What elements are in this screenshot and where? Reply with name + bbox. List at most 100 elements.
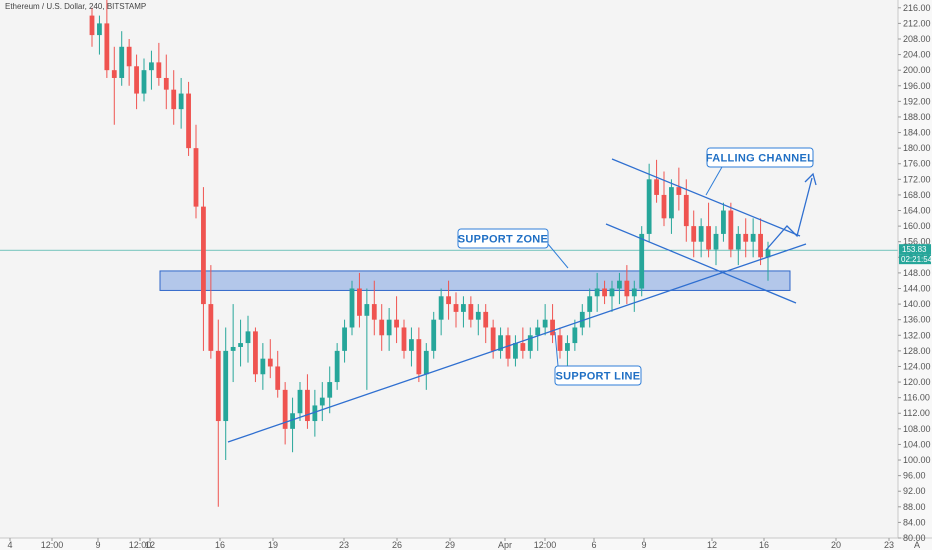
y-tick-label: 184.00 xyxy=(903,128,931,138)
candle-body xyxy=(594,288,600,297)
y-tick-label: 188.00 xyxy=(903,112,931,122)
y-tick-label: 156.00 xyxy=(903,237,931,247)
falling-channel-label: FALLING CHANNEL xyxy=(706,153,814,165)
candle-body xyxy=(683,194,689,227)
support-line-box xyxy=(554,365,642,386)
x-tick-label: 9 xyxy=(95,540,100,550)
y-tick-label: 180.00 xyxy=(903,143,931,153)
y-tick-label: 108.00 xyxy=(903,424,931,434)
x-tick-label: 29 xyxy=(445,540,455,550)
x-tick-label: 20 xyxy=(831,540,841,550)
candle-body xyxy=(215,350,221,422)
candle-body xyxy=(654,179,659,195)
candle-body xyxy=(163,77,169,90)
x-tick-label: 19 xyxy=(268,540,278,550)
candle-body xyxy=(238,343,243,347)
candle-body xyxy=(520,343,526,351)
chart-title: Ethereum / U.S. Dollar, 240, BITSTAMP xyxy=(5,2,146,11)
y-tick-label: 128.00 xyxy=(903,346,931,356)
candle-body xyxy=(661,194,667,219)
candle-body xyxy=(305,389,310,422)
time-axis-panel[interactable] xyxy=(0,538,932,550)
support-line xyxy=(227,243,807,443)
support-line-leader xyxy=(554,331,559,367)
y-tick-label: 80.00 xyxy=(903,533,926,543)
candle-body xyxy=(134,66,139,94)
y-tick-label: 104.00 xyxy=(903,439,931,449)
candle-body xyxy=(513,343,518,359)
candle-body xyxy=(245,331,251,344)
candle-body xyxy=(669,187,674,219)
candle-body xyxy=(171,89,177,110)
candle-body xyxy=(193,148,199,207)
candle-body xyxy=(475,311,481,320)
candle-body xyxy=(357,288,362,316)
auto-scale-button[interactable]: A xyxy=(914,540,920,550)
y-tick-label: 84.00 xyxy=(903,517,926,527)
candle-body xyxy=(349,288,355,328)
candle-body xyxy=(453,304,459,312)
y-tick-label: 136.00 xyxy=(903,315,931,325)
candle-body xyxy=(312,405,318,422)
y-tick-label: 212.00 xyxy=(903,18,931,28)
candle-body xyxy=(267,358,273,367)
candle-body xyxy=(446,296,451,305)
y-tick-label: 140.00 xyxy=(903,299,931,309)
y-tick-label: 204.00 xyxy=(903,50,931,60)
support-line-label: SUPPORT LINE xyxy=(556,371,641,383)
channel-lower-line xyxy=(605,223,797,304)
countdown-tag xyxy=(899,254,931,265)
candle-body xyxy=(201,206,206,305)
candle-body xyxy=(461,304,466,312)
current-price-tag xyxy=(899,244,931,255)
x-tick-label: 23 xyxy=(884,540,894,550)
x-tick-label: 12 xyxy=(707,540,717,550)
support-zone-layer xyxy=(159,270,791,291)
candle-body xyxy=(178,93,184,110)
candle-body xyxy=(394,319,399,328)
candle-body xyxy=(423,350,429,375)
y-tick-label: 176.00 xyxy=(903,159,931,169)
candle-body xyxy=(438,296,444,320)
x-tick-label: 9 xyxy=(641,540,646,550)
candle-body xyxy=(527,335,533,351)
projection-path xyxy=(765,177,813,251)
candle-body xyxy=(721,210,726,234)
x-tick-label: 12:00 xyxy=(41,540,64,550)
candle-body xyxy=(579,311,585,328)
y-tick-label: 172.00 xyxy=(903,174,931,184)
projection-arrowhead xyxy=(804,172,817,186)
support-zone-box xyxy=(457,228,549,249)
candle-body xyxy=(186,93,191,149)
y-tick-label: 132.00 xyxy=(903,330,931,340)
price-axis-panel[interactable] xyxy=(898,0,932,550)
x-tick-label: 12:00 xyxy=(129,540,152,550)
candle-body xyxy=(431,319,437,351)
candle-body xyxy=(342,327,347,351)
y-tick-label: 88.00 xyxy=(903,502,926,512)
y-tick-label: 216.00 xyxy=(903,3,931,13)
candle-body xyxy=(334,350,340,383)
candle-body xyxy=(297,389,303,414)
candle-body xyxy=(706,226,711,250)
countdown-label: 02:21:54 xyxy=(901,255,932,264)
candle-body xyxy=(230,346,236,351)
candle-body xyxy=(483,311,489,328)
candle-body xyxy=(624,280,630,297)
candle-body xyxy=(156,62,162,78)
candle-body xyxy=(111,70,117,78)
candle-body xyxy=(587,296,593,312)
x-tick-label: 12:00 xyxy=(534,540,557,550)
candles xyxy=(89,0,771,507)
y-tick-label: 92.00 xyxy=(903,486,926,496)
x-tick-label: 26 xyxy=(392,540,402,550)
candle-body xyxy=(691,226,697,242)
y-tick-label: 168.00 xyxy=(903,190,931,200)
candle-body xyxy=(490,327,496,351)
y-tick-label: 144.00 xyxy=(903,283,931,293)
candle-body xyxy=(149,62,154,71)
current-price-label: 153.83 xyxy=(902,245,927,254)
